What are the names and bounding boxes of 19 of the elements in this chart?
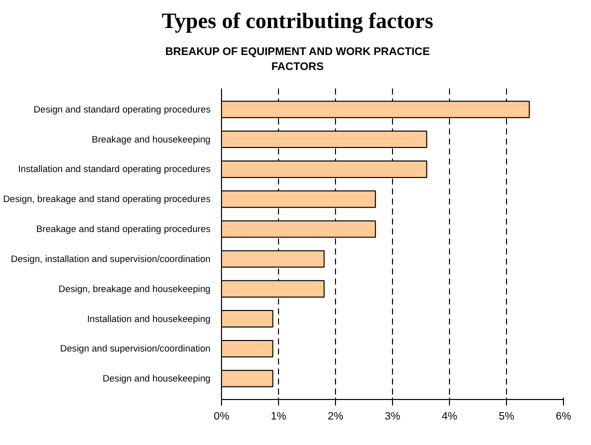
y-tick-label: Installation and housekeeping <box>87 314 211 324</box>
x-tick-label: 6% <box>556 410 572 422</box>
y-tick-label: Breakage and stand operating procedures <box>36 224 211 234</box>
x-tick-label: 4% <box>442 410 458 422</box>
y-tick-label: Breakage and housekeeping <box>92 134 211 144</box>
x-tick-label: 3% <box>384 410 401 422</box>
x-tick-label: 5% <box>498 410 515 422</box>
y-tick-label: Design, breakage and stand operating procedures <box>3 194 211 204</box>
y-tick-label: Installation and standard operating procedures <box>18 164 211 174</box>
y-tick-label: Design and standard operating procedures <box>34 104 211 114</box>
y-tick-label: Design, breakage and housekeeping <box>58 284 211 294</box>
chart-title: Types of contributing factors <box>162 7 434 35</box>
y-tick-label: Design and supervision/coordination <box>60 344 211 354</box>
chart-subtitle: BREAKUP OF EQUIPMENT AND WORK PRACTICE FACTORS <box>165 45 430 75</box>
y-tick-label: Design, installation and supervision/coordination <box>10 254 210 264</box>
x-tick-label: 2% <box>328 410 344 422</box>
y-tick-label: Design and housekeeping <box>102 374 210 384</box>
x-tick-label: 0% <box>214 410 230 422</box>
x-tick-label: 1% <box>270 410 287 422</box>
